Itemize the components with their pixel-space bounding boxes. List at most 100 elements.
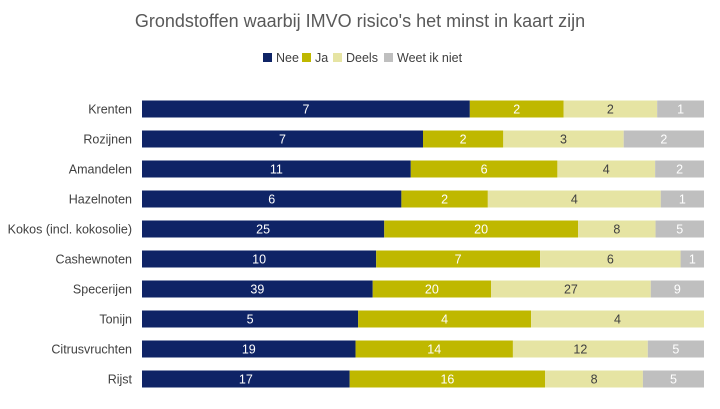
bar-amandelen-deels — [557, 160, 656, 178]
value-label-hazelnoten-ja: 2 — [441, 193, 448, 207]
value-label-specerijen-nee: 39 — [250, 283, 264, 297]
bar-tonijn-ja — [358, 310, 532, 328]
bar-krenten-weet-ik-niet — [657, 100, 704, 118]
bar-citrusvruchten-nee — [142, 340, 356, 358]
bar-citrusvruchten-deels — [512, 340, 648, 358]
bar-tonijn-nee — [142, 310, 359, 328]
value-label-citrusvruchten-ja: 14 — [427, 343, 441, 357]
legend-swatch-nee — [263, 53, 272, 62]
category-label-kokos-incl-kokosolie: Kokos (incl. kokosolie) — [8, 223, 132, 237]
legend-swatch-deels — [333, 53, 342, 62]
category-label-tonijn: Tonijn — [99, 313, 132, 327]
bar-specerijen-ja — [372, 280, 492, 298]
value-label-rozijnen-ja: 2 — [460, 133, 467, 147]
value-label-hazelnoten-deels: 4 — [571, 193, 578, 207]
value-label-amandelen-nee: 11 — [270, 163, 283, 177]
bar-krenten-ja — [469, 100, 564, 118]
legend-swatch-ja — [302, 53, 311, 62]
category-label-krenten: Krenten — [88, 103, 132, 117]
bar-cashewnoten-weet-ik-niet — [680, 250, 704, 268]
value-label-cashewnoten-weet-ik-niet: 1 — [689, 253, 696, 267]
bars: 7 2 2 17 2 3 211 6 4 26 2 4 125 20 8 510 7 6 139 20 27 95 4 419… — [142, 100, 704, 388]
value-label-cashewnoten-nee: 10 — [252, 253, 266, 267]
bar-hazelnoten-weet-ik-niet — [660, 190, 704, 208]
bar-amandelen-ja — [410, 160, 558, 178]
category-label-rijst: Rijst — [108, 373, 133, 387]
bar-hazelnoten-deels — [487, 190, 661, 208]
bar-rozijnen-weet-ik-niet — [623, 130, 704, 148]
value-label-citrusvruchten-weet-ik-niet: 5 — [672, 343, 679, 357]
value-label-citrusvruchten-nee: 19 — [242, 343, 256, 357]
legend-label-weet-ik-niet: Weet ik niet — [397, 51, 463, 65]
bar-citrusvruchten-ja — [355, 340, 513, 358]
category-label-hazelnoten: Hazelnoten — [69, 193, 132, 207]
value-label-specerijen-deels: 27 — [564, 283, 578, 297]
value-label-cashewnoten-deels: 6 — [607, 253, 614, 267]
legend-label-nee: Nee — [276, 51, 299, 65]
value-label-krenten-weet-ik-niet: 1 — [677, 103, 684, 117]
bar-citrusvruchten-weet-ik-niet — [647, 340, 704, 358]
bar-kokos-incl-kokosolie-weet-ik-niet — [655, 220, 704, 238]
legend-label-ja: Ja — [315, 51, 328, 65]
value-label-kokos-incl-kokosolie-weet-ik-niet: 5 — [676, 223, 683, 237]
value-label-amandelen-weet-ik-niet: 2 — [676, 163, 683, 177]
bar-rijst-weet-ik-niet — [642, 370, 704, 388]
category-label-cashewnoten: Cashewnoten — [56, 253, 132, 267]
value-label-rozijnen-deels: 3 — [560, 133, 567, 147]
value-label-kokos-incl-kokosolie-nee: 25 — [256, 223, 270, 237]
bar-specerijen-nee — [142, 280, 373, 298]
bar-specerijen-deels — [491, 280, 651, 298]
bar-rozijnen-nee — [142, 130, 423, 148]
value-label-kokos-incl-kokosolie-ja: 20 — [474, 223, 488, 237]
value-label-rijst-weet-ik-niet: 5 — [670, 373, 677, 387]
bar-kokos-incl-kokosolie-deels — [578, 220, 656, 238]
category-labels: Krenten Rozijnen Amandelen Hazelnoten Kokos … — [8, 103, 133, 387]
value-label-specerijen-weet-ik-niet: 9 — [674, 283, 681, 297]
value-label-rozijnen-weet-ik-niet: 2 — [660, 133, 667, 147]
bar-cashewnoten-nee — [142, 250, 377, 268]
value-label-specerijen-ja: 20 — [425, 283, 439, 297]
bar-krenten-nee — [142, 100, 470, 118]
category-label-citrusvruchten: Citrusvruchten — [51, 343, 132, 357]
value-label-amandelen-deels: 4 — [603, 163, 610, 177]
bar-rijst-deels — [545, 370, 643, 388]
bar-rozijnen-deels — [503, 130, 624, 148]
bar-cashewnoten-ja — [376, 250, 541, 268]
legend-swatch-weet-ik-niet — [384, 53, 393, 62]
bar-specerijen-weet-ik-niet — [650, 280, 704, 298]
value-label-krenten-ja: 2 — [513, 103, 520, 117]
value-label-krenten-nee: 7 — [302, 103, 309, 117]
bar-hazelnoten-nee — [142, 190, 402, 208]
value-label-kokos-incl-kokosolie-deels: 8 — [613, 223, 620, 237]
value-label-rozijnen-nee: 7 — [279, 133, 286, 147]
bar-kokos-incl-kokosolie-ja — [384, 220, 579, 238]
bar-tonijn-deels — [531, 310, 704, 328]
chart-title: Grondstoffen waarbij IMVO risico's het m… — [135, 11, 585, 31]
legend: Nee Ja Deels Weet ik niet — [263, 51, 463, 65]
bar-kokos-incl-kokosolie-nee — [142, 220, 385, 238]
value-label-hazelnoten-nee: 6 — [268, 193, 275, 207]
value-label-citrusvruchten-deels: 12 — [573, 343, 587, 357]
bar-cashewnoten-deels — [540, 250, 681, 268]
bar-rozijnen-ja — [423, 130, 504, 148]
value-label-tonijn-ja: 4 — [441, 313, 448, 327]
bar-rijst-nee — [142, 370, 350, 388]
value-label-tonijn-deels: 4 — [614, 313, 621, 327]
bar-amandelen-weet-ik-niet — [655, 160, 704, 178]
value-label-rijst-ja: 16 — [440, 373, 454, 387]
value-label-tonijn-nee: 5 — [247, 313, 254, 327]
category-label-rozijnen: Rozijnen — [83, 133, 132, 147]
bar-hazelnoten-ja — [401, 190, 488, 208]
value-label-amandelen-ja: 6 — [481, 163, 488, 177]
bar-krenten-deels — [563, 100, 658, 118]
bar-amandelen-nee — [142, 160, 411, 178]
value-label-cashewnoten-ja: 7 — [455, 253, 462, 267]
value-label-krenten-deels: 2 — [607, 103, 614, 117]
category-label-specerijen: Specerijen — [73, 283, 132, 297]
value-label-hazelnoten-weet-ik-niet: 1 — [679, 193, 686, 207]
category-label-amandelen: Amandelen — [69, 163, 132, 177]
value-label-rijst-nee: 17 — [239, 373, 253, 387]
bar-rijst-ja — [349, 370, 546, 388]
legend-label-deels: Deels — [346, 51, 378, 65]
